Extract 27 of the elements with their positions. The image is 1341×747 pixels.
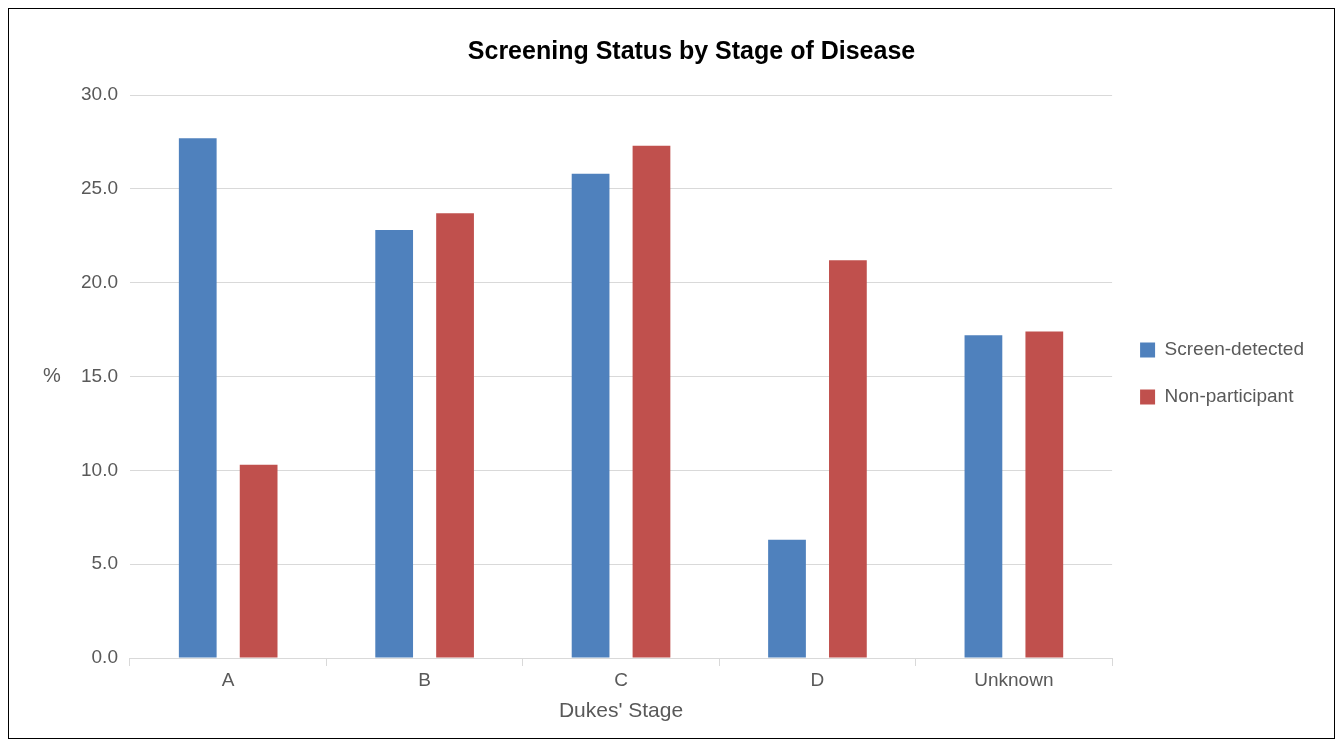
bar xyxy=(1025,331,1064,658)
y-tick-label: 20.0 xyxy=(81,270,118,292)
y-tick-label: 0.0 xyxy=(91,646,118,668)
x-tick-label: Unknown xyxy=(974,668,1054,690)
y-tick-label: 5.0 xyxy=(91,552,118,574)
bar xyxy=(964,335,1003,658)
y-tick-label: 25.0 xyxy=(81,177,118,199)
legend-label: Non-participant xyxy=(1164,385,1295,407)
x-tick-label: D xyxy=(810,668,825,690)
legend-label: Screen-detected xyxy=(1164,338,1304,360)
bar xyxy=(571,173,610,658)
x-axis-title: Dukes' Stage xyxy=(558,698,684,722)
y-tick-label: 15.0 xyxy=(81,364,118,386)
bar xyxy=(178,138,217,658)
x-tick-label: B xyxy=(418,668,431,690)
bar xyxy=(632,145,671,658)
x-tick-label: C xyxy=(614,668,628,690)
x-tick-label: A xyxy=(221,668,235,690)
bar xyxy=(375,230,414,658)
bar xyxy=(239,464,278,658)
y-axis-title: % xyxy=(43,364,61,387)
bar xyxy=(829,260,867,658)
chart-title: Screening Status by Stage of Disease xyxy=(467,35,916,64)
bar xyxy=(768,539,806,658)
y-tick-label: 10.0 xyxy=(81,458,118,480)
bar xyxy=(436,213,474,658)
y-tick-label: 30.0 xyxy=(81,83,118,105)
